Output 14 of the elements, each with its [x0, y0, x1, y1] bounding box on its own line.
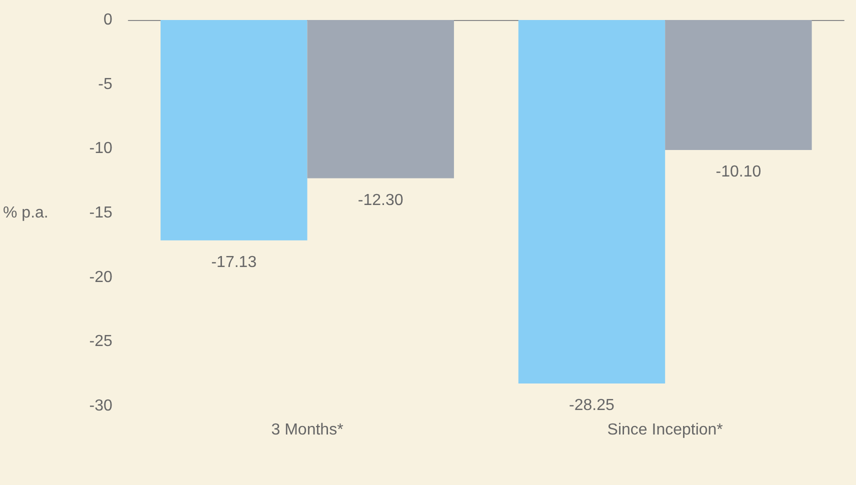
- y-tick-label: 0: [103, 12, 112, 28]
- y-tick-label: -15: [89, 204, 112, 222]
- y-tick-label: -30: [89, 398, 112, 414]
- y-tick-label: -25: [89, 333, 112, 350]
- x-tick-label: Since Inception*: [607, 422, 723, 438]
- data-label: -28.25: [569, 396, 615, 414]
- data-label: -12.30: [358, 192, 404, 209]
- data-label: -10.10: [716, 163, 762, 180]
- y-tick-label: -10: [89, 140, 112, 158]
- y-tick-label: -20: [89, 268, 112, 286]
- data-label: -17.13: [211, 254, 257, 271]
- y-axis-title: % p.a.: [3, 204, 48, 222]
- x-tick-label: 3 Months*: [271, 422, 344, 438]
- y-tick-label: -5: [98, 76, 112, 93]
